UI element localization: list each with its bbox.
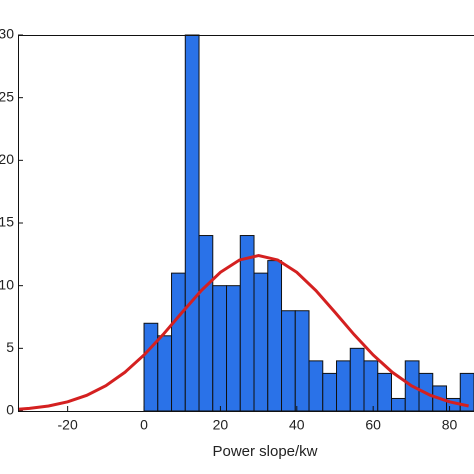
bar [212,285,228,412]
bar [349,347,365,412]
x-tick-label: 40 [289,417,305,433]
x-tick-label: -20 [58,417,78,433]
y-tick-label: 10 [0,276,14,292]
y-tick-label: 20 [0,151,14,167]
x-tick-label: 20 [213,417,229,433]
bar [308,360,324,412]
x-axis-label: Power slope/kw [212,443,317,460]
bar [226,285,241,412]
y-tick-label: 5 [6,339,14,355]
bar [391,397,406,412]
y-tick-label: 15 [0,214,14,230]
y-tick-label: 0 [6,402,14,418]
bar [171,272,186,412]
fit-curve [17,254,469,411]
bar [198,235,214,412]
x-tick-label: 60 [365,417,381,433]
bar [281,310,296,412]
x-tick-label: 80 [442,417,458,433]
bar [336,360,351,412]
y-tick-label: 25 [0,88,14,104]
bar [322,372,338,412]
bar [253,272,269,412]
bar [157,335,173,412]
x-tick-label: 0 [140,417,148,433]
bar [239,235,255,412]
bar [267,260,283,412]
y-tick-label: 30 [0,26,14,42]
bar [377,372,393,412]
bar [363,360,379,412]
bar [184,34,200,412]
bar [143,322,159,412]
bar [294,310,310,412]
